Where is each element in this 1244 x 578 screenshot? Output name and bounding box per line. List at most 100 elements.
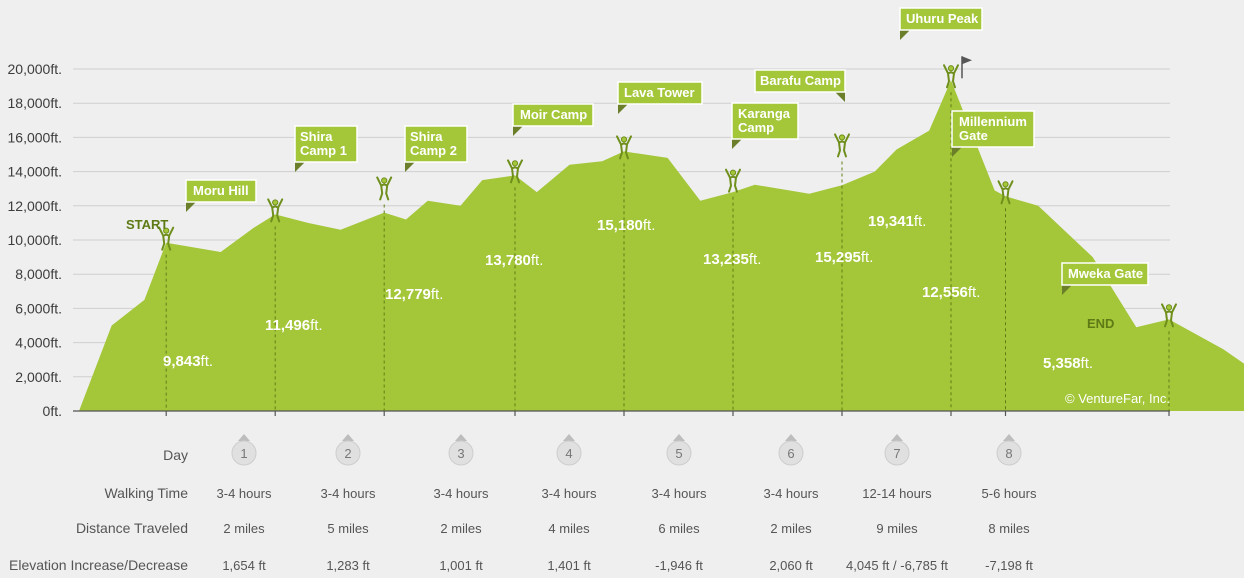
walking-time-cell: 5-6 hours: [982, 486, 1037, 501]
callout-box: [731, 102, 799, 140]
start-label: START: [126, 217, 168, 232]
elevation-change-cell: -7,198 ft: [985, 558, 1033, 573]
elevation-change-cell: 1,654 ft: [222, 558, 266, 573]
day-badge: [556, 440, 582, 466]
day-up-arrow-icon: [785, 434, 797, 441]
hiker-icon: [616, 135, 632, 160]
elevation-label: 5,358ft.: [1043, 355, 1093, 372]
walking-time-cell: 3-4 hours: [321, 486, 376, 501]
elevation-change-cell: 2,060 ft: [769, 558, 813, 573]
callout-pointer: [618, 104, 628, 114]
distance-cell: 9 miles: [876, 521, 918, 536]
y-tick-label: 10,000ft.: [8, 232, 63, 248]
distance-cell: 6 miles: [658, 521, 700, 536]
distance-cell: 2 miles: [770, 521, 812, 536]
callout-box: [899, 7, 983, 31]
elevation-label: 13,780ft.: [485, 252, 543, 269]
day-number: 4: [565, 446, 572, 461]
table-row-label: Day: [163, 447, 188, 463]
end-label: END: [1087, 316, 1114, 331]
callout-pointer: [732, 139, 742, 149]
y-tick-label: 4,000ft.: [15, 335, 62, 351]
walking-time-cell: 3-4 hours: [434, 486, 489, 501]
waypoint-name: Shira Camp 2: [410, 129, 457, 158]
hiker-icon: [997, 180, 1014, 205]
day-up-arrow-icon: [238, 434, 250, 441]
distance-cell: 4 miles: [548, 521, 590, 536]
distance-cell: 5 miles: [327, 521, 369, 536]
table-row-label: Walking Time: [104, 485, 188, 501]
y-tick-label: 0ft.: [43, 403, 62, 419]
day-number: 1: [240, 446, 247, 461]
day-badge: [996, 440, 1022, 466]
elevation-label: 15,180ft.: [597, 217, 655, 234]
walking-time-cell: 12-14 hours: [862, 486, 932, 501]
waypoint-name: Moir Camp: [520, 107, 587, 122]
callout-pointer: [405, 162, 415, 172]
summit-flag-icon: [962, 56, 972, 65]
distance-cell: 8 miles: [988, 521, 1030, 536]
day-number: 7: [893, 446, 900, 461]
waypoint-name: Barafu Camp: [760, 73, 841, 88]
y-tick-label: 16,000ft.: [8, 129, 63, 145]
callout-pointer: [513, 126, 523, 136]
day-number: 2: [344, 446, 351, 461]
walking-time-cell: 3-4 hours: [764, 486, 819, 501]
y-tick-label: 6,000ft.: [15, 300, 62, 316]
day-number: 3: [457, 446, 464, 461]
hiker-icon: [507, 159, 523, 184]
day-badge: [666, 440, 692, 466]
waypoint-name: Shira Camp 1: [300, 129, 347, 158]
hiker-icon: [725, 168, 741, 193]
walking-time-cell: 3-4 hours: [652, 486, 707, 501]
elevation-change-cell: 1,001 ft: [439, 558, 483, 573]
elevation-label: 19,341ft.: [868, 213, 926, 230]
day-badge: [778, 440, 804, 466]
callout-box: [617, 81, 703, 105]
day-badge: [448, 440, 474, 466]
callout-box: [294, 125, 358, 163]
elevation-label: 12,779ft.: [385, 286, 443, 303]
day-badge: [884, 440, 910, 466]
callout-pointer: [186, 202, 196, 212]
waypoint-name: Mweka Gate: [1068, 266, 1143, 281]
callout-pointer: [835, 92, 845, 102]
hiker-icon: [376, 176, 393, 201]
day-up-arrow-icon: [455, 434, 467, 441]
callout-box: [404, 125, 468, 163]
elevation-change-cell: 1,283 ft: [326, 558, 370, 573]
waypoint-name: Karanga Camp: [738, 106, 791, 135]
callout-box: [512, 103, 594, 127]
day-badge: [231, 440, 257, 466]
y-tick-label: 2,000ft.: [15, 369, 62, 385]
y-tick-label: 8,000ft.: [15, 266, 62, 282]
callout-box: [1061, 262, 1149, 286]
hiker-icon: [1161, 303, 1177, 328]
day-up-arrow-icon: [563, 434, 575, 441]
elevation-change-cell: 1,401 ft: [547, 558, 591, 573]
day-up-arrow-icon: [1003, 434, 1015, 441]
callout-pointer: [900, 30, 910, 40]
day-badge: [335, 440, 361, 466]
callout-box: [754, 69, 846, 93]
y-tick-label: 18,000ft.: [8, 95, 63, 111]
callout-pointer: [295, 162, 305, 172]
day-up-arrow-icon: [891, 434, 903, 441]
elevation-label: 13,235ft.: [703, 251, 761, 268]
y-tick-label: 20,000ft.: [8, 61, 63, 77]
y-tick-label: 14,000ft.: [8, 164, 63, 180]
hiker-icon: [834, 133, 850, 158]
elevation-label: 11,496ft.: [265, 317, 323, 334]
callout-pointer: [952, 147, 962, 157]
walking-time-cell: 3-4 hours: [542, 486, 597, 501]
callout-box: [951, 110, 1035, 148]
waypoint-name: Moru Hill: [193, 183, 249, 198]
elevation-area: [79, 80, 1244, 411]
callout-box: [185, 179, 257, 203]
distance-cell: 2 miles: [440, 521, 482, 536]
elevation-label: 15,295ft.: [815, 249, 873, 266]
table-row-label: Elevation Increase/Decrease: [9, 557, 188, 573]
callout-pointer: [1062, 285, 1072, 295]
waypoint-name: Lava Tower: [624, 85, 695, 100]
